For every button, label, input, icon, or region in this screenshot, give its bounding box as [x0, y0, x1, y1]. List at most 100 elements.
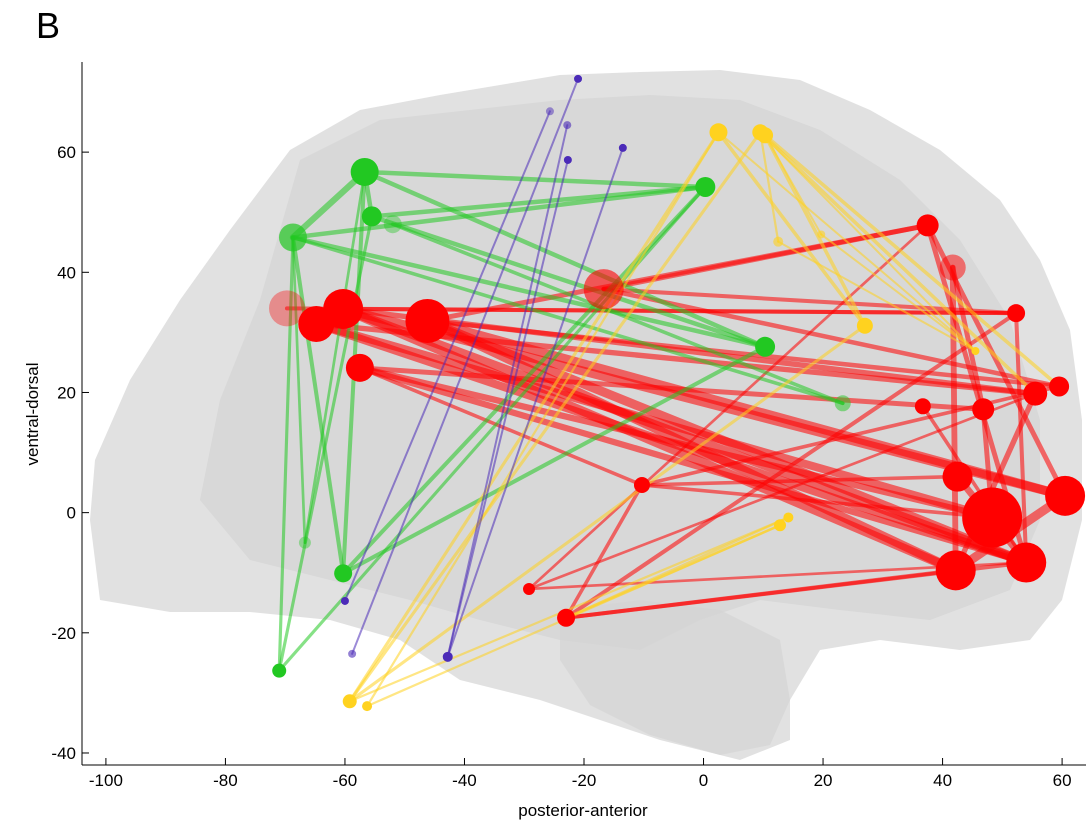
x-tick-label: -100	[89, 771, 123, 790]
edge	[777, 240, 977, 353]
node	[971, 347, 980, 356]
edge	[343, 110, 551, 602]
x-tick-label: 0	[699, 771, 708, 790]
node	[545, 107, 554, 116]
node	[856, 317, 873, 334]
edge	[564, 483, 644, 620]
node	[942, 461, 973, 492]
node	[962, 487, 1023, 548]
edge	[277, 235, 295, 673]
node	[783, 512, 794, 523]
node	[1045, 475, 1086, 516]
node	[914, 398, 931, 415]
x-axis-label: posterior-anterior	[518, 801, 648, 820]
axes: -100 -80 -60 -40 -20 0 20 40 60 -40 -20 0 20 40 60	[51, 62, 1086, 790]
y-tick-label: 20	[57, 383, 76, 402]
edge	[369, 184, 708, 219]
x-tick-label: 20	[814, 771, 833, 790]
node	[348, 649, 357, 658]
edge	[601, 286, 1062, 389]
edge	[390, 222, 845, 406]
edge	[365, 131, 720, 708]
edge	[763, 133, 1061, 389]
cerebellum-shape	[560, 600, 790, 755]
edge	[362, 169, 768, 350]
node	[773, 236, 784, 247]
edge	[763, 133, 867, 328]
node	[350, 157, 379, 186]
node	[774, 519, 787, 532]
edge	[369, 214, 768, 350]
nodes	[268, 74, 1086, 712]
edge	[362, 169, 708, 190]
node	[557, 608, 576, 627]
node	[817, 230, 826, 239]
node	[342, 694, 357, 709]
node	[1007, 304, 1026, 323]
edge	[758, 130, 1038, 396]
edge	[564, 311, 1019, 620]
node	[633, 477, 650, 494]
node	[442, 651, 453, 662]
node	[939, 254, 966, 281]
edge	[357, 365, 986, 412]
edge	[422, 316, 1031, 568]
y-tick-label: -20	[51, 624, 76, 643]
x-tick-label: 60	[1053, 771, 1072, 790]
edge	[601, 222, 931, 292]
edge	[356, 364, 1030, 566]
y-tick-label: -40	[51, 744, 76, 763]
edge	[303, 170, 367, 545]
node	[755, 336, 776, 357]
edge	[446, 146, 624, 658]
node	[278, 223, 307, 252]
y-axis-label: ventral-dorsal	[23, 363, 42, 466]
edge	[348, 130, 762, 703]
node	[272, 663, 287, 678]
node	[935, 550, 976, 591]
node	[757, 127, 774, 144]
node	[618, 143, 627, 152]
x-tick-label: -60	[333, 771, 358, 790]
node	[834, 395, 851, 412]
node	[1023, 381, 1048, 406]
edge	[717, 131, 977, 353]
panel-label: B	[36, 5, 60, 46]
edge	[716, 130, 867, 328]
x-tick-label: -20	[572, 771, 597, 790]
node	[916, 214, 939, 237]
edge	[290, 235, 346, 576]
edge	[564, 516, 790, 619]
node	[334, 564, 353, 583]
edge	[277, 214, 374, 673]
node	[583, 269, 624, 310]
edge	[527, 392, 1037, 591]
edge	[348, 324, 867, 703]
node	[362, 701, 373, 712]
edge	[953, 390, 1038, 574]
edge	[358, 366, 644, 487]
node	[298, 305, 335, 342]
edge	[820, 233, 977, 353]
edge	[348, 130, 721, 703]
node	[298, 536, 311, 549]
edge	[291, 236, 307, 545]
edge	[564, 568, 958, 620]
node	[340, 596, 349, 605]
edge	[640, 483, 994, 520]
node	[563, 155, 572, 164]
edge	[950, 265, 986, 412]
edge	[764, 134, 823, 236]
edge	[312, 319, 997, 522]
node	[268, 290, 305, 327]
y-tick-label: 60	[57, 143, 76, 162]
node	[1006, 542, 1047, 583]
node	[523, 582, 536, 595]
edge	[949, 264, 959, 574]
node	[709, 123, 728, 142]
node	[361, 206, 382, 227]
node	[405, 298, 450, 343]
x-tick-label: -40	[452, 771, 477, 790]
